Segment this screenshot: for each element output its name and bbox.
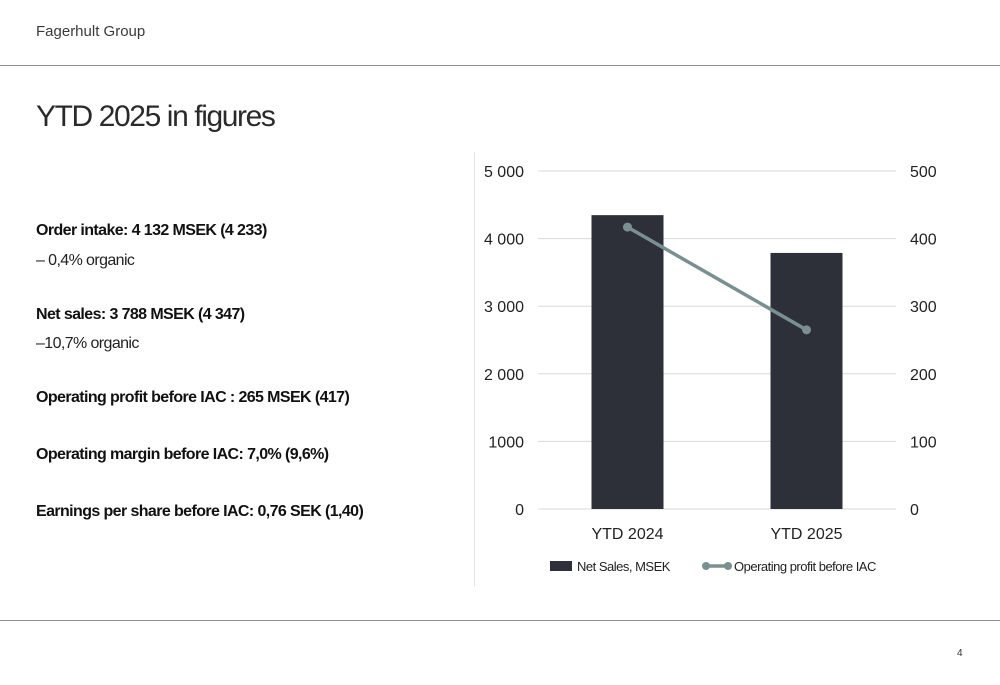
kpi-net-sales: Net sales: 3 788 MSEK (4 347) bbox=[36, 306, 245, 323]
page-number: 4 bbox=[957, 648, 963, 659]
point-operating-profit bbox=[802, 325, 811, 335]
y-tick-label: 3 000 bbox=[484, 299, 524, 316]
legend-swatch-net-sales bbox=[550, 561, 572, 571]
y-tick-label: 1000 bbox=[488, 434, 524, 451]
y2-tick-label: 500 bbox=[910, 164, 937, 181]
net-sales-profit-chart: 0 1000 2 000 3 000 4 000 5 000 0 100 200 300 400 50… bbox=[484, 164, 937, 574]
slide-title: YTD 2025 in figures bbox=[36, 100, 276, 133]
x-tick-label: YTD 2025 bbox=[770, 526, 842, 543]
legend-marker-operating-profit bbox=[702, 562, 710, 570]
x-tick-label: YTD 2024 bbox=[591, 526, 663, 543]
point-operating-profit bbox=[623, 222, 632, 232]
y2-tick-label: 400 bbox=[910, 232, 937, 249]
header-divider bbox=[0, 65, 1000, 66]
legend-label-net-sales: Net Sales, MSEK bbox=[577, 559, 671, 574]
y-tick-label: 5 000 bbox=[484, 164, 524, 181]
bar-net-sales bbox=[770, 252, 843, 509]
kpi-order-intake: Order intake: 4 132 MSEK (4 233) bbox=[36, 222, 267, 239]
bar-net-sales bbox=[591, 215, 664, 509]
brand-name: Fagerhult Group bbox=[36, 23, 146, 40]
y-tick-label: 2 000 bbox=[484, 367, 524, 384]
y2-tick-label: 200 bbox=[910, 367, 937, 384]
kpi-order-intake-organic: – 0,4% organic bbox=[36, 252, 135, 269]
y2-tick-label: 100 bbox=[910, 434, 937, 451]
y-tick-label: 4 000 bbox=[484, 232, 524, 249]
y2-tick-label: 300 bbox=[910, 299, 937, 316]
chart-divider bbox=[474, 152, 475, 586]
legend-label-operating-profit: Operating profit before IAC bbox=[734, 559, 876, 574]
kpi-operating-profit: Operating profit before IAC : 265 MSEK (… bbox=[36, 389, 350, 406]
line-operating-profit bbox=[626, 225, 808, 332]
kpi-eps: Earnings per share before IAC: 0,76 SEK … bbox=[36, 503, 364, 520]
footer-divider bbox=[0, 620, 1000, 621]
y2-tick-label: 0 bbox=[910, 502, 919, 519]
kpi-operating-margin: Operating margin before IAC: 7,0% (9,6%) bbox=[36, 446, 329, 463]
kpi-net-sales-organic: –10,7% organic bbox=[36, 335, 139, 352]
legend-marker-operating-profit bbox=[724, 562, 732, 570]
y-tick-label: 0 bbox=[515, 502, 524, 519]
